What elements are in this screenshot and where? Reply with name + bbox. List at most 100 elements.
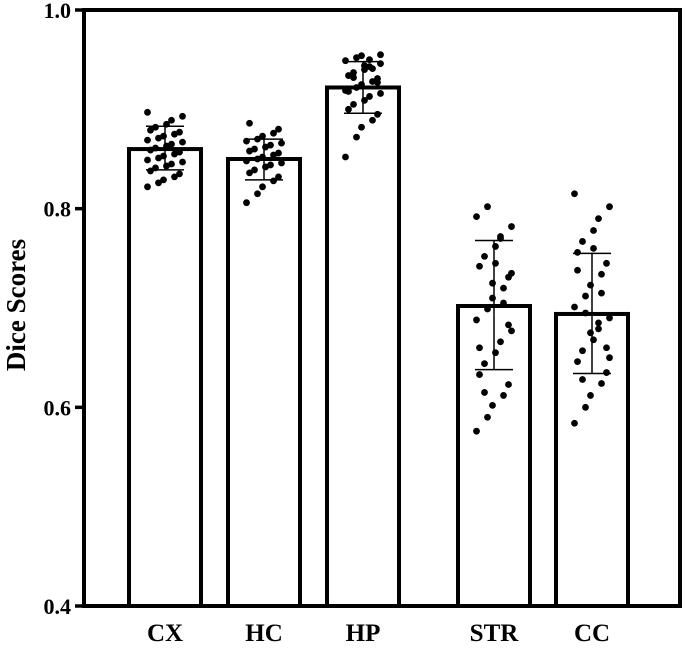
data-point: [606, 354, 613, 362]
bar-hc: [226, 157, 302, 608]
data-point: [574, 248, 581, 256]
y-axis-ticks: 0.4 0.6 0.8 1.0: [44, 0, 84, 619]
data-point: [579, 347, 586, 355]
data-point: [251, 166, 258, 174]
data-point: [508, 327, 515, 335]
data-point: [590, 227, 597, 234]
data-point: [246, 169, 253, 177]
data-point: [350, 100, 357, 108]
data-point: [374, 79, 381, 86]
data-point: [160, 152, 167, 160]
data-point: [476, 371, 483, 378]
data-point: [590, 245, 597, 252]
data-point: [147, 126, 154, 134]
data-point: [160, 176, 167, 184]
data-point: [353, 84, 360, 91]
data-point: [500, 284, 507, 292]
data-point: [377, 51, 384, 59]
data-point: [350, 74, 357, 81]
data-point: [473, 427, 480, 435]
data-point: [152, 123, 159, 131]
data-point: [473, 316, 480, 324]
data-point: [500, 299, 507, 307]
data-point: [350, 69, 357, 76]
data-point: [176, 128, 183, 136]
data-point: [481, 389, 488, 396]
data-point: [168, 116, 175, 124]
data-point: [168, 160, 175, 168]
data-point: [366, 93, 373, 100]
category-label-cc: CC: [574, 620, 610, 647]
data-point: [603, 259, 610, 267]
data-point: [484, 305, 491, 313]
category-label-cx: CX: [147, 620, 183, 647]
data-point: [598, 289, 605, 297]
category-label-hc: HC: [245, 620, 283, 647]
data-point: [481, 360, 488, 368]
data-point: [259, 153, 266, 161]
data-point: [144, 136, 151, 144]
x-axis-labels: CX HC HP STR CC: [147, 620, 610, 647]
data-point: [590, 336, 597, 344]
data-point: [171, 173, 178, 181]
y-tick-label: 0.6: [44, 395, 72, 420]
bars: [127, 85, 630, 609]
data-point: [267, 141, 274, 149]
data-point: [497, 338, 504, 346]
data-point: [587, 329, 594, 337]
y-tick-label: 1.0: [44, 0, 72, 23]
data-point: [275, 149, 282, 157]
data-point: [342, 153, 349, 161]
data-point: [505, 321, 512, 329]
data-point: [243, 199, 250, 207]
data-point: [587, 281, 594, 289]
data-point: [508, 223, 515, 230]
data-point: [508, 269, 515, 277]
data-point: [377, 90, 384, 97]
data-point: [598, 380, 605, 387]
data-point: [571, 190, 578, 198]
data-point: [251, 145, 258, 153]
data-point: [345, 88, 352, 95]
data-point: [361, 62, 368, 70]
data-point: [179, 138, 186, 146]
data-point: [278, 139, 285, 147]
data-point: [492, 259, 499, 267]
data-point: [500, 392, 507, 399]
bar-cx: [127, 147, 203, 608]
y-axis-label: Dice Scores: [1, 239, 31, 371]
error-bars: [146, 60, 611, 375]
data-point: [259, 183, 266, 191]
data-point: [492, 243, 499, 250]
data-point: [179, 158, 186, 166]
data-point: [603, 369, 610, 376]
data-point: [489, 401, 496, 409]
data-point: [476, 344, 483, 352]
y-tick-label: 0.4: [44, 594, 72, 619]
data-point: [476, 262, 483, 270]
data-point: [144, 108, 151, 116]
data-point: [595, 215, 602, 223]
data-point: [179, 112, 186, 120]
data-point: [484, 413, 491, 421]
data-point: [595, 325, 602, 333]
data-point: [160, 132, 167, 140]
data-point: [582, 292, 589, 300]
data-point: [358, 81, 365, 88]
data-point: [246, 119, 253, 127]
data-point: [353, 133, 360, 141]
data-point: [484, 203, 491, 211]
data-point: [505, 381, 512, 388]
data-point: [144, 156, 151, 164]
data-point: [489, 294, 496, 302]
category-label-str: STR: [470, 620, 520, 647]
data-point: [369, 65, 376, 73]
data-point: [270, 129, 277, 137]
data-point: [358, 52, 365, 60]
data-point: [374, 110, 381, 118]
data-point: [587, 392, 594, 399]
data-point: [574, 266, 581, 274]
data-point: [259, 132, 266, 140]
data-point: [243, 157, 250, 165]
data-point: [155, 179, 162, 187]
